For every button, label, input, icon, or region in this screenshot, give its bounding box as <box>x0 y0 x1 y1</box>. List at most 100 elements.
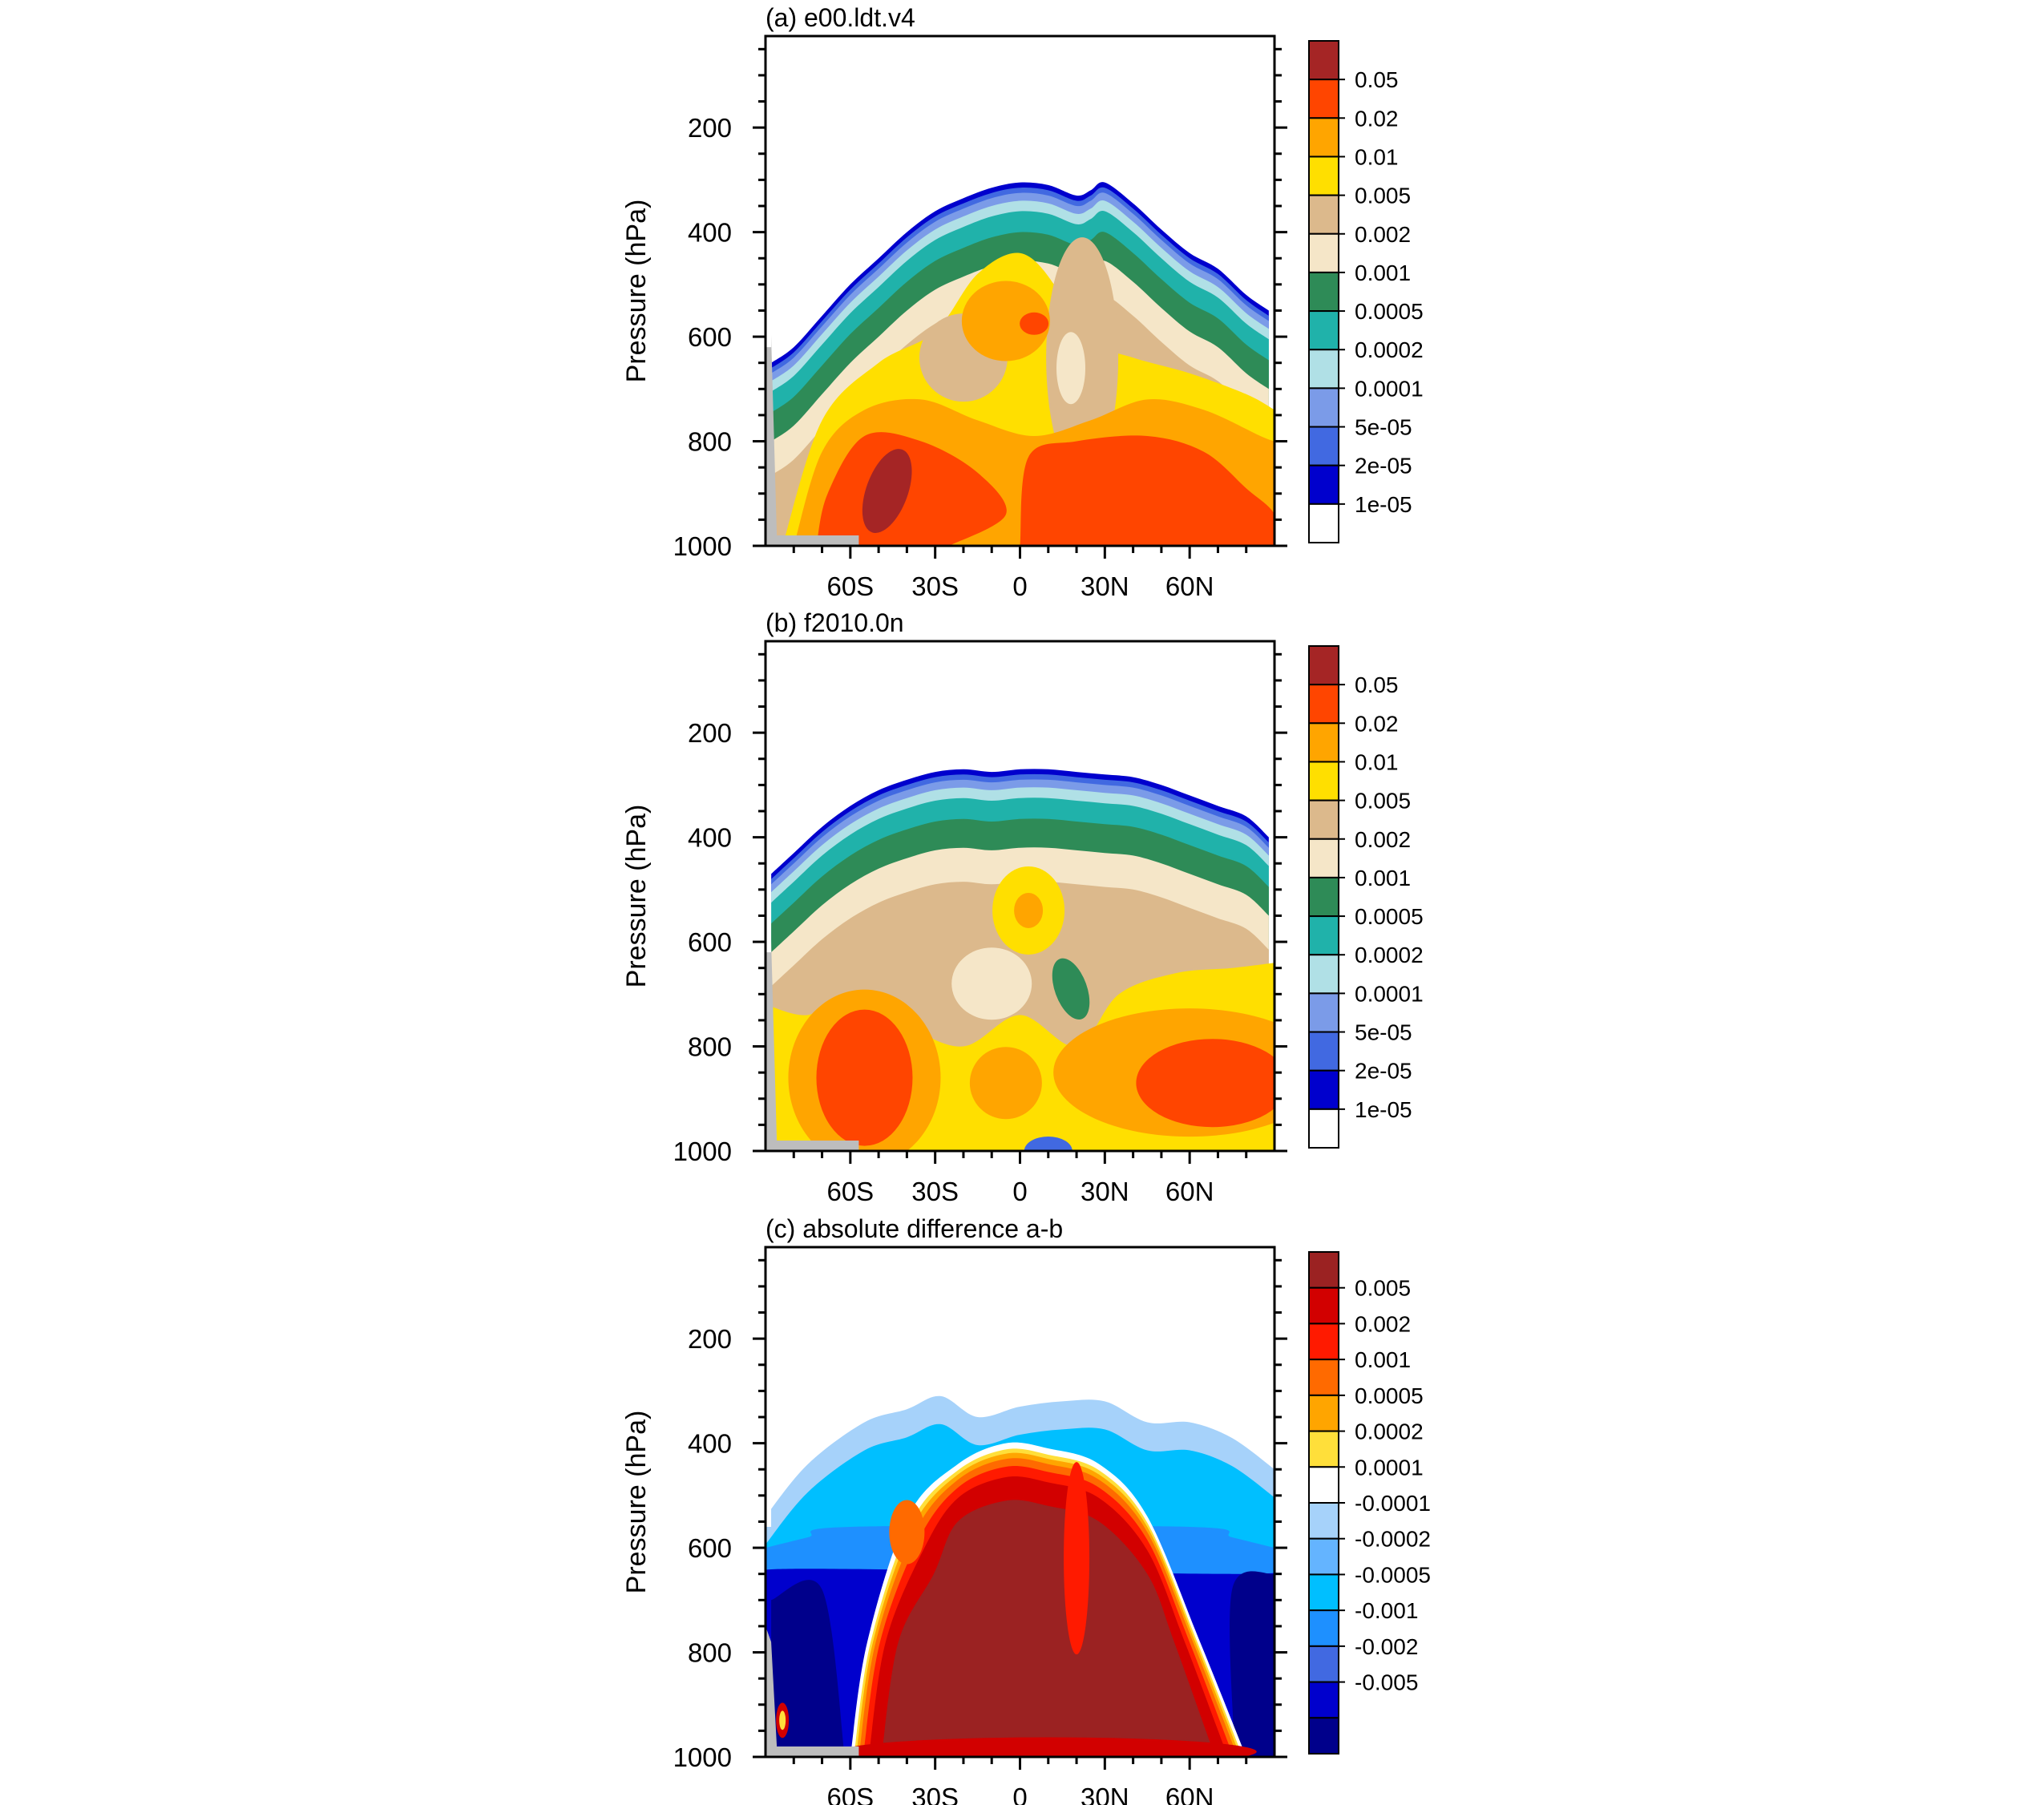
colorbar-box <box>1308 761 1339 802</box>
colorbar-box <box>1308 464 1339 505</box>
colorbar-box <box>1308 1359 1339 1396</box>
colorbar-label: 0.002 <box>1355 827 1411 852</box>
colorbar-label: 0.0002 <box>1355 943 1424 967</box>
x-tick-label: 30S <box>911 571 959 601</box>
colorbar-box <box>1308 954 1339 995</box>
colorbar-label: 0.001 <box>1355 866 1411 890</box>
x-tick-label: 60S <box>826 1177 874 1206</box>
colorbar-box <box>1308 232 1339 273</box>
colorbar-box <box>1308 722 1339 763</box>
colorbar-box <box>1308 1286 1339 1325</box>
missing-region <box>765 1247 772 1527</box>
colorbar-box <box>1308 799 1339 840</box>
colorbar-box <box>1308 1645 1339 1683</box>
contour-0.02-upper <box>1020 312 1049 335</box>
y-tick-label: 800 <box>688 427 732 457</box>
colorbar-box <box>1308 915 1339 956</box>
colorbar-0: 0.05 0.02 0.01 0.005 0.002 0.001 0.0005 0.0002 0… <box>1308 40 1424 543</box>
colorbar-box <box>1308 1251 1339 1289</box>
colorbar-box <box>1308 992 1339 1033</box>
contour-0.02-south <box>816 1009 913 1146</box>
x-tick-label: 60N <box>1165 1783 1214 1805</box>
contour-field-2 <box>765 1247 1274 1757</box>
contour-0.01-center <box>969 1047 1042 1120</box>
colorbar-1: 0.05 0.02 0.01 0.005 0.002 0.001 0.0005 0.0002 0… <box>1308 645 1424 1149</box>
colorbar-box <box>1308 1031 1339 1072</box>
y-tick-label: 200 <box>688 718 732 748</box>
colorbar-label: 0.001 <box>1355 1347 1411 1372</box>
colorbar-label: 0.0002 <box>1355 337 1424 362</box>
colorbar-label: -0.0002 <box>1355 1527 1431 1552</box>
colorbar-label: 0.02 <box>1355 711 1399 736</box>
colorbar-box <box>1308 387 1339 428</box>
y-axis-label: Pressure (hPa) <box>621 1411 652 1594</box>
colorbar-box <box>1308 1466 1339 1504</box>
x-tick-label: 30N <box>1081 1783 1129 1805</box>
colorbar-label: 0.05 <box>1355 672 1399 697</box>
colorbar-box <box>1308 1609 1339 1647</box>
colorbar-label: 0.0005 <box>1355 1383 1424 1408</box>
x-tick-label: 30N <box>1081 571 1129 601</box>
colorbar-label: 0.0001 <box>1355 376 1424 401</box>
colorbar-label: -0.005 <box>1355 1670 1418 1695</box>
y-tick-label: 600 <box>688 322 732 352</box>
colorbar-box <box>1308 684 1339 725</box>
colorbar-box <box>1308 838 1339 878</box>
colorbar-box <box>1308 1537 1339 1576</box>
colorbar-box <box>1308 79 1339 119</box>
contour-2e-05-surface <box>1024 1137 1072 1151</box>
missing-region <box>765 36 772 348</box>
colorbar-box <box>1308 349 1339 390</box>
colorbar-label: 0.002 <box>1355 222 1411 247</box>
panel-title: (b) f2010.0n <box>765 608 904 637</box>
x-tick-label: 0 <box>1012 571 1027 601</box>
topography-mask <box>765 641 859 1151</box>
panel-title: (c) absolute difference a-b <box>765 1214 1063 1243</box>
y-tick-label: 400 <box>688 218 732 248</box>
colorbar-box <box>1308 117 1339 158</box>
colorbar-box <box>1308 426 1339 466</box>
colorbar-label: 2e-05 <box>1355 454 1412 479</box>
colorbar-box <box>1308 1430 1339 1468</box>
colorbar-box <box>1308 645 1339 686</box>
contour-neg-0.005-south <box>771 1580 845 1757</box>
contour-pos-edge <box>889 1500 925 1565</box>
axes-panel-2: (c) absolute difference a-b Pressure (hPa… <box>621 1214 1287 1805</box>
colorbar-box <box>1308 1394 1339 1432</box>
colorbar-label: 0.01 <box>1355 749 1399 774</box>
colorbar-box <box>1308 1502 1339 1540</box>
colorbar-box <box>1308 271 1339 313</box>
y-tick-label: 800 <box>688 1638 732 1668</box>
x-tick-label: 0 <box>1012 1177 1027 1206</box>
contour-0.05-max <box>862 449 912 533</box>
colorbar-label: 0.0005 <box>1355 299 1424 324</box>
y-tick-label: 400 <box>688 1429 732 1459</box>
x-tick-label: 30S <box>911 1783 959 1805</box>
colorbar-box <box>1308 1108 1339 1149</box>
contour-0.0005-pocket <box>1052 958 1090 1020</box>
colorbar-label: 0.02 <box>1355 106 1399 131</box>
colorbar-label: 0.0001 <box>1355 981 1424 1006</box>
y-tick-label: 600 <box>688 1533 732 1563</box>
x-tick-label: 30N <box>1081 1177 1129 1206</box>
colorbar-box <box>1308 40 1339 81</box>
contour-0.02-north <box>1136 1039 1274 1128</box>
colorbar-label: 0.001 <box>1355 260 1411 285</box>
contour-pos-surface <box>839 1737 1257 1757</box>
colorbar-label: -0.0001 <box>1355 1491 1431 1516</box>
colorbar-box <box>1308 194 1339 235</box>
y-tick-label: 800 <box>688 1032 732 1062</box>
colorbar-label: 0.002 <box>1355 1311 1411 1336</box>
contour-0.01-upper <box>1014 892 1044 928</box>
x-tick-label: 60N <box>1165 571 1214 601</box>
y-tick-label: 1000 <box>673 531 732 561</box>
x-tick-label: 0 <box>1012 1783 1027 1805</box>
panel-title: (a) e00.ldt.v4 <box>765 3 915 32</box>
contour-pos-band-6 <box>881 1500 1215 1757</box>
topography-mask <box>765 36 859 546</box>
contour-neg-0.005-north <box>1230 1571 1274 1757</box>
colorbar-box <box>1308 503 1339 543</box>
colorbar-box <box>1308 1069 1339 1110</box>
colorbar-label: 0.0002 <box>1355 1419 1424 1444</box>
colorbar-label: 5e-05 <box>1355 1020 1412 1045</box>
